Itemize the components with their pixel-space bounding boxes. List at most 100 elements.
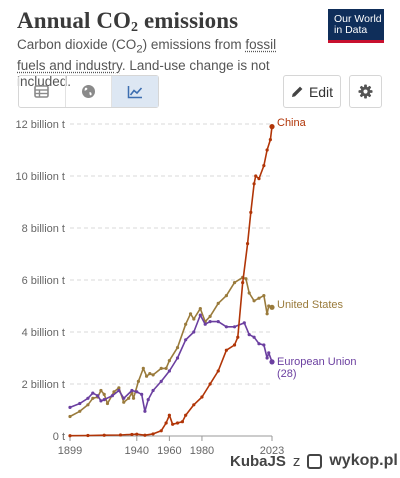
data-point-united-states (131, 396, 136, 400)
data-point-european-union-28 (257, 342, 261, 346)
tab-map[interactable] (66, 76, 113, 107)
data-point-china (118, 433, 123, 437)
series-end-marker-china (269, 124, 275, 130)
data-point-european-union-28 (99, 399, 103, 403)
data-point-china (171, 422, 175, 426)
data-point-china (257, 177, 261, 181)
data-point-china (200, 395, 204, 399)
data-point-united-states (91, 396, 95, 400)
data-point-united-states (244, 277, 248, 281)
watermark-site: wykop.pl (329, 452, 398, 469)
data-point-united-states (102, 392, 106, 396)
page-title: Annual CO2 emissions (17, 8, 239, 35)
data-point-european-union-28 (224, 325, 228, 329)
data-point-european-union-28 (102, 398, 106, 402)
owid-logo[interactable]: Our World in Data (328, 9, 384, 43)
data-point-united-states (86, 403, 90, 407)
data-point-european-union-28 (151, 388, 155, 393)
data-point-china (268, 138, 272, 142)
data-point-european-union-28 (242, 321, 246, 325)
data-point-united-states (117, 386, 121, 390)
grid-layer (70, 123, 272, 385)
data-point-european-union-28 (208, 320, 212, 324)
data-point-united-states (99, 388, 103, 393)
data-point-china (262, 164, 266, 168)
data-point-united-states (188, 312, 193, 316)
edit-label: Edit (308, 83, 334, 100)
data-point-united-states (112, 390, 116, 394)
data-point-european-union-28 (203, 322, 207, 326)
data-point-china (252, 182, 256, 186)
data-point-china (216, 369, 220, 373)
data-point-china (167, 413, 171, 417)
data-point-european-union-28 (252, 335, 256, 339)
data-point-european-union-28 (146, 398, 150, 402)
data-point-european-union-28 (265, 356, 269, 360)
data-point-china (224, 348, 228, 352)
data-point-united-states (252, 299, 256, 303)
emissions-chart: 0 t 2 billion t 4 billion t 6 billion t 8 bi… (15, 117, 357, 457)
data-point-european-union-28 (143, 409, 147, 413)
data-point-european-union-28 (130, 388, 134, 393)
data-point-united-states (78, 409, 82, 413)
tab-table[interactable] (19, 76, 66, 107)
y-tick-label: 0 t (53, 431, 65, 443)
data-point-united-states (184, 322, 188, 326)
data-point-united-states (262, 294, 266, 298)
data-point-united-states (232, 281, 237, 285)
data-point-china (102, 433, 106, 437)
x-tick-label: 1980 (190, 445, 214, 457)
data-point-china (68, 434, 72, 438)
data-point-china (175, 421, 180, 425)
data-point-united-states (159, 366, 163, 370)
series-end-marker-united-states (269, 304, 275, 310)
data-point-united-states (167, 359, 171, 363)
pencil-icon (291, 86, 303, 97)
data-point-united-states (151, 373, 155, 377)
series-label-united-states[interactable]: United States (277, 299, 344, 311)
y-tick-label: 8 billion t (22, 223, 65, 235)
y-tick-label: 12 billion t (15, 119, 65, 131)
data-point-united-states (122, 400, 126, 404)
data-point-united-states (192, 317, 196, 321)
settings-button[interactable] (349, 75, 382, 108)
y-tick-label: 6 billion t (22, 275, 65, 287)
data-point-china (151, 432, 155, 436)
fossil-fuels-link[interactable]: fossil fuels and industry (17, 37, 277, 74)
data-point-european-union-28 (267, 351, 271, 355)
data-point-china (184, 413, 188, 417)
data-point-china (232, 343, 237, 347)
series-label-china[interactable]: China (277, 117, 307, 129)
series-end-marker-european-union-28 (269, 359, 275, 365)
data-point-european-union-28 (86, 396, 90, 400)
data-point-united-states (144, 374, 149, 378)
edit-button[interactable]: Edit (283, 75, 341, 108)
data-point-european-union-28 (78, 401, 82, 406)
data-point-european-union-28 (167, 369, 171, 373)
data-point-european-union-28 (68, 405, 72, 409)
data-point-china (164, 421, 168, 425)
series-label-european-union-28[interactable]: European Union (28) (277, 356, 357, 380)
data-point-united-states (68, 414, 72, 419)
line-chart-icon (127, 85, 143, 98)
series-line-european-union-28[interactable] (69, 314, 273, 413)
data-point-china (130, 432, 134, 437)
data-point-european-union-28 (262, 343, 266, 347)
data-point-european-union-28 (117, 388, 121, 393)
data-point-china (208, 382, 212, 386)
data-point-united-states (257, 296, 261, 300)
gear-icon (358, 84, 373, 99)
table-icon (34, 85, 50, 98)
data-point-china (249, 210, 253, 214)
data-point-china (254, 174, 258, 178)
data-point-china (265, 148, 269, 152)
data-point-european-union-28 (198, 313, 202, 317)
subtitle: Carbon dioxide (CO2) emissions from foss… (17, 37, 277, 89)
y-tick-label: 2 billion t (22, 379, 65, 391)
wykop-logo-icon (307, 453, 323, 469)
data-point-united-states (148, 372, 152, 376)
data-point-united-states (136, 379, 141, 383)
data-point-china (245, 242, 250, 246)
data-point-china (86, 433, 90, 438)
tab-chart[interactable] (112, 76, 159, 107)
